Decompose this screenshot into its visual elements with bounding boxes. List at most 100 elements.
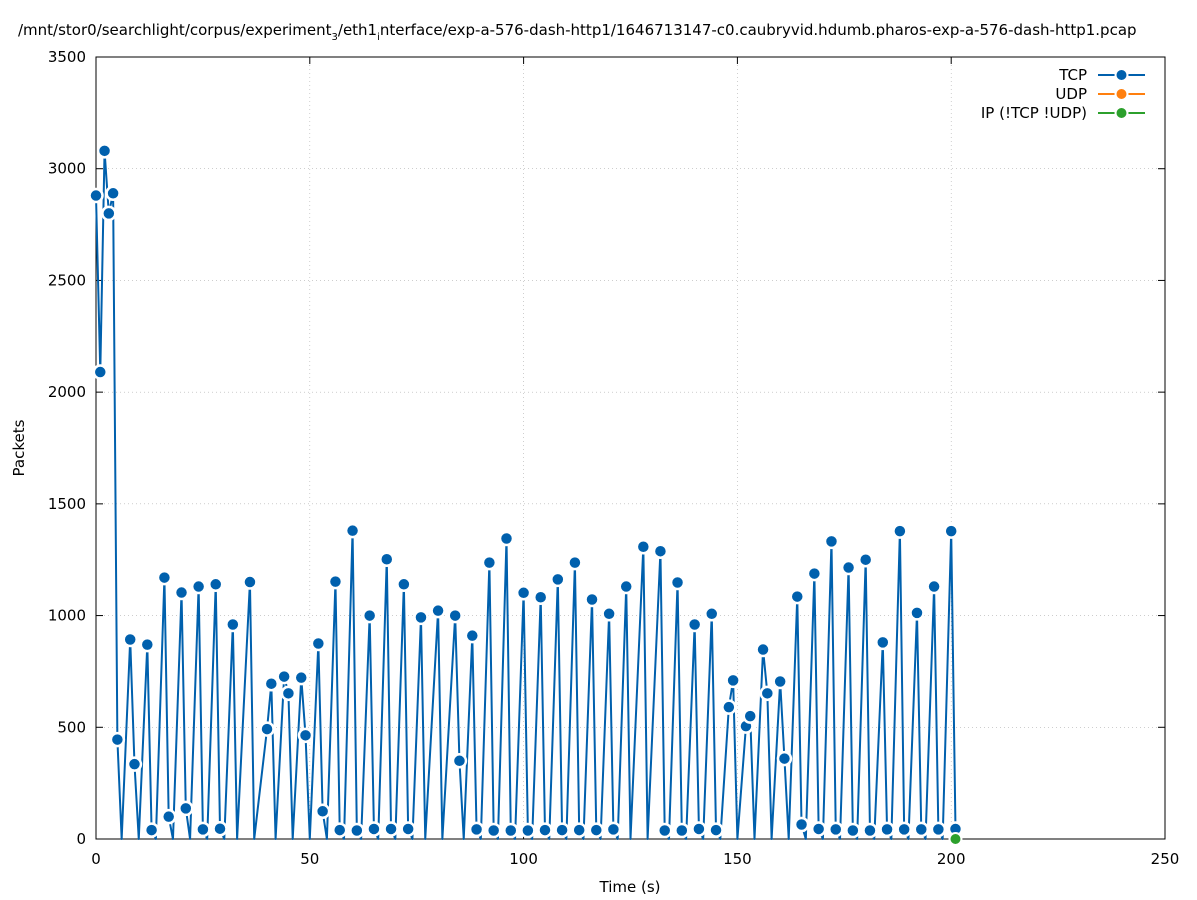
data-point (485, 822, 502, 839)
data-point (930, 821, 947, 838)
data-point (101, 205, 117, 222)
data-point (742, 708, 758, 724)
data-point (468, 821, 485, 838)
legend-marker (1114, 68, 1129, 82)
data-point (503, 822, 519, 839)
y-tick-label: 500 (57, 718, 86, 736)
data-point (139, 636, 156, 653)
data-point (451, 753, 468, 769)
data-point (789, 588, 806, 605)
data-point (896, 821, 912, 838)
data-point (554, 822, 570, 838)
x-tick-label: 150 (723, 850, 752, 868)
title-subscript: i (377, 32, 380, 43)
title-part: /mnt/stor0/searchlight/corpus/experiment (18, 21, 332, 39)
data-point (331, 822, 348, 838)
title-part: nterface/exp-a-576-dash-http1/1646713147… (380, 21, 1137, 39)
data-point (396, 576, 412, 593)
data-point (656, 822, 673, 839)
data-point (207, 576, 224, 593)
data-point (310, 635, 327, 652)
data-point (532, 589, 549, 606)
legend-label: IP (!TCP !UDP) (981, 104, 1087, 122)
data-point (366, 821, 382, 837)
data-point (361, 607, 378, 624)
data-point (755, 641, 771, 658)
y-tick-label: 3500 (48, 48, 86, 66)
data-point (413, 609, 429, 626)
data-point (280, 685, 297, 702)
data-point (126, 756, 143, 772)
y-tick-label: 3000 (48, 160, 86, 178)
chart-title: /mnt/stor0/searchlight/corpus/experiment… (18, 21, 1137, 43)
x-tick-label: 0 (91, 850, 101, 868)
data-point (601, 606, 617, 622)
data-point (708, 822, 724, 838)
title-subscript: 3 (332, 32, 338, 43)
grid (96, 57, 1165, 839)
title-part: /eth1 (338, 21, 377, 39)
data-point (447, 607, 463, 624)
data-point (225, 616, 241, 633)
data-point (379, 551, 395, 568)
data-point (276, 668, 292, 685)
plot-frame (95, 56, 1166, 840)
data-point (297, 727, 314, 744)
data-point (892, 523, 908, 539)
data-point (686, 616, 703, 633)
data-point (669, 574, 686, 591)
data-point (314, 803, 331, 820)
data-point (703, 606, 720, 622)
legend-label: UDP (1055, 85, 1087, 103)
data-point (349, 822, 365, 839)
data-point (810, 821, 827, 837)
data-point (344, 522, 361, 539)
y-axis-label: Packets (10, 419, 28, 476)
data-point (96, 143, 113, 159)
legend-label: TCP (1058, 66, 1087, 84)
data-point (879, 821, 895, 838)
data-point (674, 822, 690, 839)
series-layer (88, 143, 964, 846)
data-point (327, 573, 344, 590)
data-point (827, 821, 844, 838)
data-point (464, 627, 481, 644)
data-point (520, 822, 536, 839)
data-point (178, 800, 194, 817)
data-point (383, 821, 399, 837)
data-point (537, 822, 553, 838)
data-point (109, 731, 126, 748)
data-point (212, 820, 228, 837)
data-point (605, 821, 622, 838)
data-point (618, 578, 634, 595)
data-point (156, 569, 173, 586)
data-point (875, 634, 891, 651)
y-tick-label: 1500 (48, 495, 86, 513)
data-point (122, 631, 138, 648)
data-point (772, 673, 788, 690)
data-point (567, 554, 583, 571)
data-point (481, 554, 498, 571)
data-point (776, 750, 793, 767)
data-point (862, 822, 878, 839)
axis-ticks: 0 50 100 150 200 2500500100015002000250030003… (48, 48, 1180, 868)
data-point (550, 571, 566, 588)
series-tcp (88, 143, 964, 840)
data-point (173, 584, 190, 601)
x-tick-label: 100 (509, 850, 538, 868)
data-point (759, 685, 776, 702)
x-axis-label: Time (s) (599, 878, 661, 896)
y-tick-label: 1000 (48, 607, 86, 625)
data-point (430, 602, 446, 619)
data-point (721, 699, 737, 715)
data-point (263, 675, 280, 692)
data-point (725, 672, 741, 689)
data-point (845, 822, 861, 839)
data-point (793, 816, 810, 833)
data-point (840, 559, 857, 576)
data-point (691, 821, 707, 837)
data-point (293, 669, 309, 686)
data-point (498, 530, 515, 547)
